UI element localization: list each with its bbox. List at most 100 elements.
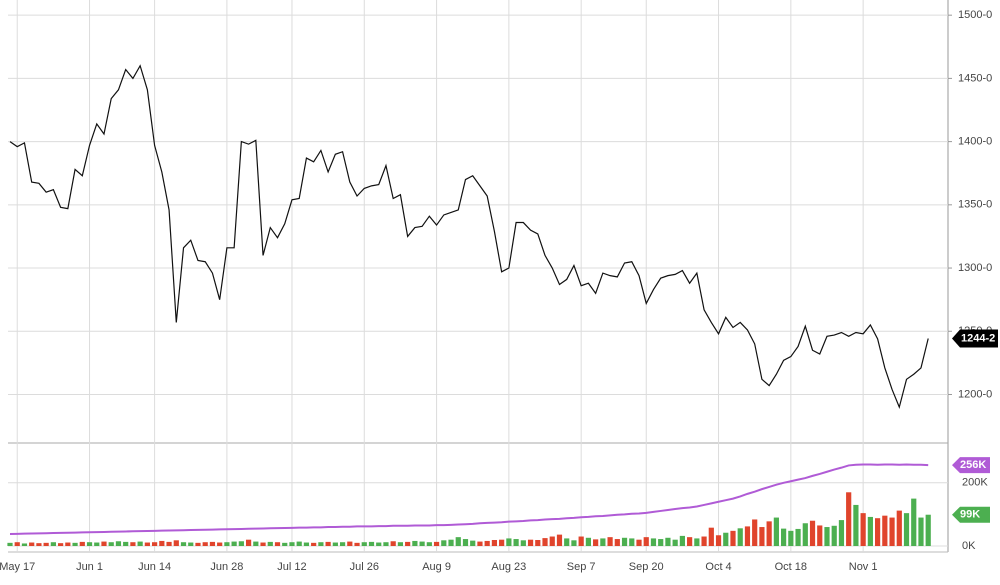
volume-bar xyxy=(788,530,794,546)
volume-bar xyxy=(889,517,895,546)
volume-bar xyxy=(585,537,591,546)
volume-bar xyxy=(29,542,35,546)
volume-bar xyxy=(665,537,671,546)
open-interest-line xyxy=(9,463,929,535)
volume-bar xyxy=(289,542,295,546)
volume-bar xyxy=(694,538,700,546)
volume-bar xyxy=(723,532,729,546)
x-tick-label: Jun 1 xyxy=(76,561,103,573)
volume-bar xyxy=(484,540,490,546)
volume-bar xyxy=(361,542,367,546)
volume-bar xyxy=(629,538,635,546)
volume-bar xyxy=(137,541,143,546)
volume-bar xyxy=(701,536,707,546)
x-tick-label: Oct 4 xyxy=(705,561,731,573)
volume-bar xyxy=(593,539,599,546)
volume-bar xyxy=(7,542,13,546)
volume-bar xyxy=(513,539,519,546)
volume-bar xyxy=(354,542,360,546)
volume-bar xyxy=(896,510,902,546)
y-tick-label: 0K xyxy=(962,540,976,552)
volume-bar xyxy=(672,539,678,546)
volume-bar xyxy=(860,513,866,546)
volume-bar xyxy=(520,540,526,546)
y-tick-label: 1500-0 xyxy=(958,9,992,21)
volume-bar xyxy=(267,541,273,546)
volume-bar xyxy=(600,538,606,546)
volume-bar xyxy=(376,542,382,546)
volume-bar xyxy=(730,530,736,546)
volume-bar xyxy=(79,541,85,546)
volume-bar xyxy=(21,543,28,546)
volume-bar xyxy=(180,542,187,546)
volume-bar xyxy=(152,542,158,546)
volume-bar xyxy=(687,537,693,546)
volume-bar xyxy=(144,542,150,546)
volume-bar xyxy=(188,542,194,546)
volume-bar xyxy=(50,542,56,546)
volume-bar xyxy=(527,539,534,546)
volume-bar xyxy=(253,541,259,546)
volume-bar xyxy=(715,535,722,546)
volume-bar xyxy=(636,539,642,546)
volume-bar xyxy=(925,514,931,546)
volume-bar xyxy=(773,517,779,546)
volume-bar xyxy=(491,539,498,546)
volume-bar xyxy=(781,528,787,546)
last-price-label: 1244-2 xyxy=(961,332,995,344)
volume-bar xyxy=(166,541,172,546)
x-tick-label: Sep 7 xyxy=(567,561,596,573)
x-tick-label: Jul 12 xyxy=(277,561,306,573)
volume-bar xyxy=(405,541,411,546)
volume-bar xyxy=(217,542,223,546)
volume-bar xyxy=(658,539,664,546)
volume-bar xyxy=(282,542,288,546)
volume-bar xyxy=(433,541,440,546)
volume-bar xyxy=(332,542,338,546)
volume-bar xyxy=(101,541,107,546)
volume-bar xyxy=(535,539,541,546)
x-tick-label: Jun 28 xyxy=(210,561,243,573)
volume-bar xyxy=(195,542,201,546)
volume-bar xyxy=(94,542,100,546)
volume-bar xyxy=(390,541,396,546)
volume-bar xyxy=(325,541,331,546)
last-price-badge xyxy=(952,329,998,348)
volume-bar xyxy=(621,537,628,546)
volume-bar xyxy=(795,528,801,546)
volume-bar xyxy=(903,513,910,546)
volume-bar xyxy=(643,537,649,546)
volume-bar xyxy=(115,541,122,546)
volume-bar xyxy=(202,542,208,546)
x-tick-label: Sep 20 xyxy=(629,561,664,573)
volume-bar xyxy=(14,542,20,546)
volume-bar xyxy=(766,521,772,546)
y-tick-label: 1400-0 xyxy=(958,136,992,148)
y-tick-label: 1350-0 xyxy=(958,199,992,211)
x-tick-label: Jun 14 xyxy=(138,561,171,573)
volume-bar xyxy=(231,541,237,546)
volume-bar xyxy=(159,540,165,546)
volume-bar xyxy=(368,541,375,546)
volume-bar xyxy=(759,527,765,546)
volume-bar xyxy=(303,542,310,546)
volume-bar xyxy=(72,542,78,546)
volume-bar xyxy=(296,541,302,546)
x-tick-label: Aug 9 xyxy=(422,561,451,573)
volume-bar xyxy=(846,492,852,546)
volume-bar xyxy=(412,540,418,546)
volume-bar xyxy=(108,542,114,546)
volume-bar xyxy=(824,527,830,546)
volume-bar xyxy=(802,523,808,546)
volume-bar xyxy=(318,542,324,546)
volume-bar xyxy=(506,538,512,546)
x-tick-label: Nov 1 xyxy=(849,561,878,573)
volume-bar xyxy=(737,528,743,546)
volume-bar xyxy=(549,536,555,546)
volume-bar xyxy=(607,537,613,546)
x-tick-label: Oct 18 xyxy=(775,561,807,573)
volume-bar xyxy=(347,541,353,546)
volume-bar xyxy=(499,539,505,546)
volume-bar xyxy=(383,542,389,546)
